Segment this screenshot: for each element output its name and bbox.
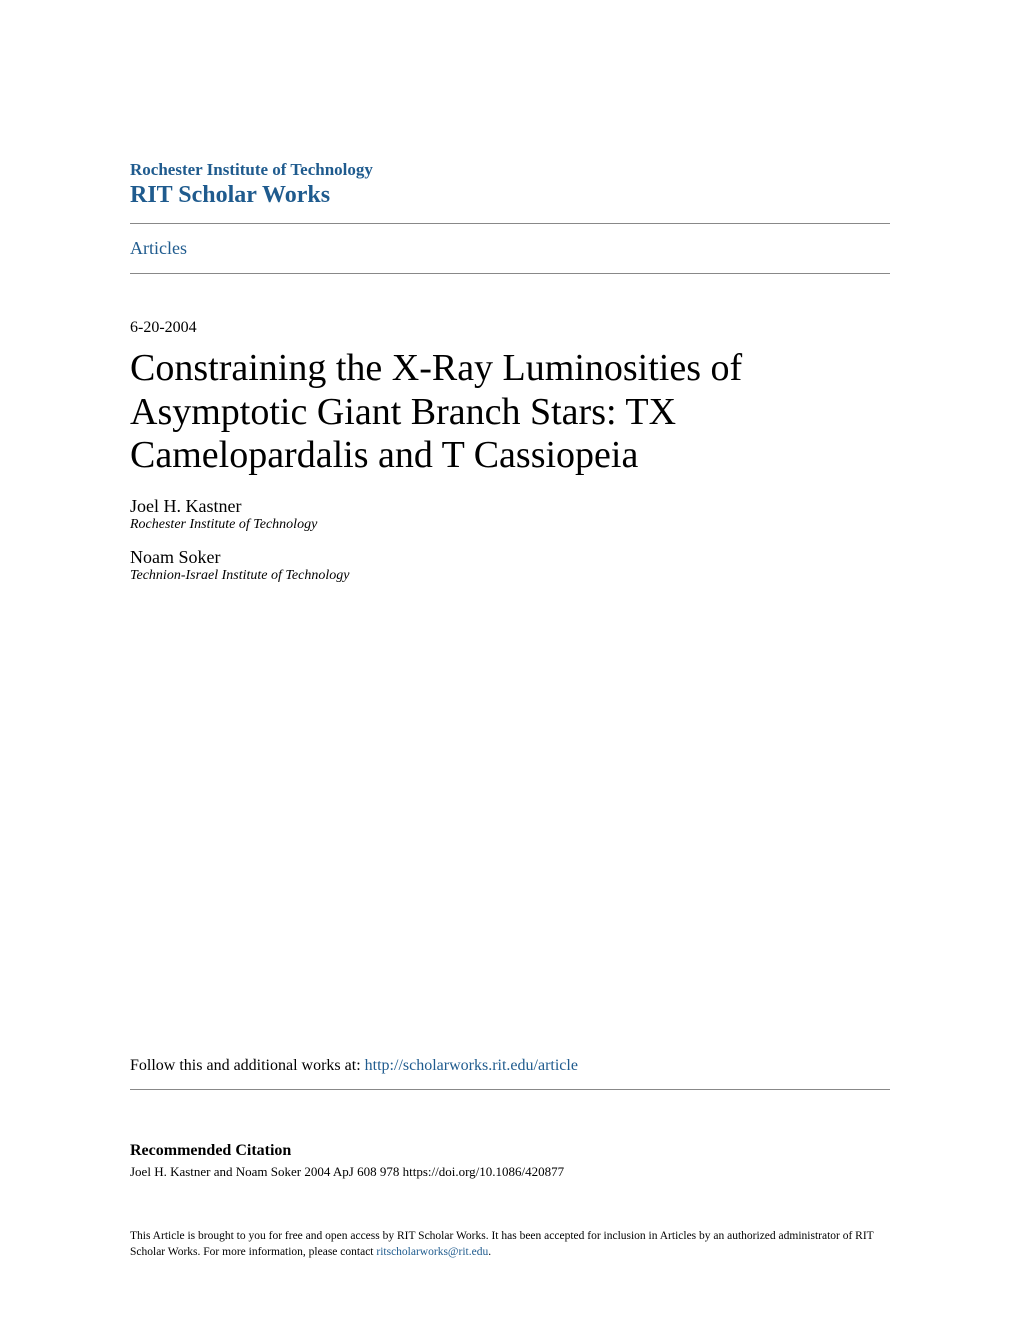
footer-text: This Article is brought to you for free …: [130, 1228, 890, 1260]
author-name: Noam Soker: [130, 547, 890, 568]
page-header: Rochester Institute of Technology RIT Sc…: [130, 160, 890, 274]
publication-date: 6-20-2004: [130, 319, 890, 337]
footer-text-part1: This Article is brought to you for free …: [130, 1230, 874, 1258]
section-articles-link[interactable]: Articles: [130, 224, 890, 273]
document-title: Constraining the X-Ray Luminosities of A…: [130, 347, 890, 478]
footer-text-part2: .: [488, 1246, 491, 1258]
divider: [130, 273, 890, 274]
follow-prefix: Follow this and additional works at:: [130, 1057, 365, 1074]
citation-heading: Recommended Citation: [130, 1142, 890, 1160]
follow-section: Follow this and additional works at: htt…: [130, 1057, 890, 1090]
follow-text: Follow this and additional works at: htt…: [130, 1057, 890, 1075]
follow-link[interactable]: http://scholarworks.rit.edu/article: [365, 1057, 578, 1074]
citation-text: Joel H. Kastner and Noam Soker 2004 ApJ …: [130, 1164, 890, 1180]
institution-name[interactable]: Rochester Institute of Technology: [130, 160, 890, 180]
author-block: Noam Soker Technion-Israel Institute of …: [130, 547, 890, 584]
footer-section: This Article is brought to you for free …: [130, 1228, 890, 1260]
author-affiliation: Rochester Institute of Technology: [130, 517, 890, 533]
citation-section: Recommended Citation Joel H. Kastner and…: [130, 1130, 890, 1180]
author-block: Joel H. Kastner Rochester Institute of T…: [130, 496, 890, 533]
divider: [130, 1089, 890, 1090]
repository-name[interactable]: RIT Scholar Works: [130, 182, 890, 209]
footer-contact-link[interactable]: ritscholarworks@rit.edu: [376, 1246, 488, 1258]
author-name: Joel H. Kastner: [130, 496, 890, 517]
author-affiliation: Technion-Israel Institute of Technology: [130, 568, 890, 584]
